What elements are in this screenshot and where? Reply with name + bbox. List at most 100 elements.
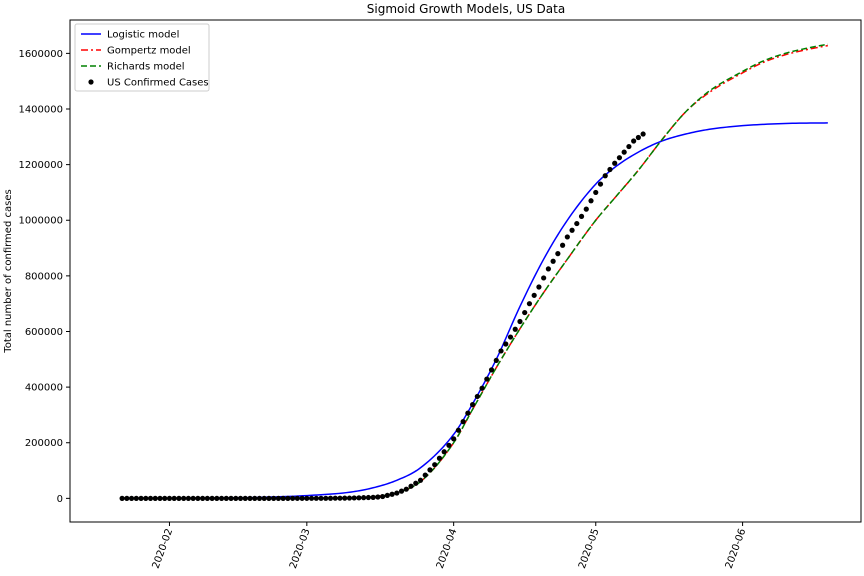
observed-point (427, 467, 433, 473)
observed-point (204, 495, 210, 501)
observed-point (503, 341, 509, 347)
observed-point (119, 495, 125, 501)
observed-point (560, 242, 566, 248)
legend-label: Gompertz model (107, 46, 191, 57)
observed-point (128, 495, 135, 501)
observed-point (484, 376, 490, 382)
observed-point (285, 495, 291, 501)
observed-point (479, 385, 485, 391)
x-tick-label: 2020-04 (435, 527, 460, 570)
observed-point (361, 495, 367, 501)
x-tick-label: 2020-06 (724, 527, 749, 570)
observed-point (176, 495, 182, 501)
observed-point (280, 495, 286, 501)
observed-point (422, 472, 428, 478)
observed-point (143, 495, 149, 501)
observed-point (593, 189, 599, 196)
legend-label: US Confirmed Cases (107, 78, 209, 89)
observed-point (124, 495, 130, 501)
x-tick-label: 2020-03 (288, 527, 313, 570)
observed-point (228, 495, 234, 501)
observed-point (247, 495, 253, 501)
observed-point (233, 495, 239, 501)
observed-point (342, 495, 348, 501)
observed-point (498, 348, 504, 354)
observed-point (640, 131, 646, 137)
observed-point (209, 495, 215, 501)
observed-point (185, 495, 192, 501)
observed-point (541, 275, 547, 281)
observed-point (147, 495, 154, 501)
observed-point (223, 495, 229, 501)
observed-point (171, 495, 177, 501)
observed-point (621, 149, 627, 155)
observed-point (626, 143, 632, 150)
observed-point (493, 357, 499, 364)
gompertz-model-line (122, 44, 828, 500)
observed-point (488, 367, 495, 373)
observed-point (597, 181, 604, 187)
observed-point (526, 301, 533, 307)
observed-point (512, 326, 518, 332)
observed-point (351, 495, 357, 501)
observed-point (394, 490, 400, 496)
observed-point (631, 138, 637, 144)
y-tick-label: 1600000 (18, 49, 63, 60)
legend-box (74, 23, 210, 92)
observed-point (271, 495, 277, 501)
observed-point (181, 495, 187, 501)
observed-point (308, 495, 315, 501)
observed-point (365, 494, 371, 501)
observed-point (550, 258, 556, 264)
observed-point (398, 488, 405, 494)
y-tick-label: 200000 (25, 438, 63, 449)
observed-point (218, 495, 225, 501)
y-axis-label: Total number of confirmed cases (3, 189, 14, 353)
observed-point (460, 419, 466, 425)
observed-point (313, 495, 319, 501)
legend-label: Richards model (107, 62, 185, 73)
observed-point (242, 495, 248, 501)
y-tick-label: 0 (57, 494, 63, 505)
chart-marks (119, 43, 828, 501)
observed-point (157, 495, 163, 501)
observed-point (290, 495, 296, 501)
observed-point (162, 495, 168, 501)
observed-point (332, 495, 338, 501)
observed-point (138, 495, 144, 501)
observed-point (446, 442, 452, 448)
observed-point (299, 495, 305, 501)
observed-point (432, 462, 438, 468)
observed-point (252, 495, 258, 501)
observed-point (522, 309, 528, 316)
observed-point (384, 492, 390, 499)
y-tick-label: 1200000 (18, 160, 63, 171)
observed-point (465, 410, 471, 416)
observed-point (564, 234, 570, 240)
plot-area (69, 19, 862, 523)
observed-point (536, 284, 542, 290)
logistic-model-line (122, 122, 828, 500)
observed-point (318, 495, 324, 501)
observed-point (375, 494, 381, 500)
y-tick-label: 600000 (25, 327, 63, 338)
observed-point (256, 495, 263, 501)
y-tick-label: 1400000 (18, 104, 63, 115)
observed-point (569, 227, 575, 233)
observed-point (356, 495, 362, 501)
observed-point (200, 495, 206, 501)
x-tick-label: 2020-02 (151, 527, 176, 570)
observed-point (327, 495, 334, 501)
legend: Logistic model Gompertz model Richards mod… (74, 23, 210, 92)
observed-point (370, 494, 376, 500)
observed-point (436, 455, 443, 461)
observed-point (455, 427, 461, 433)
observed-point (294, 495, 300, 501)
observed-point (413, 480, 419, 486)
observed-point (507, 334, 514, 340)
observed-point (588, 198, 594, 204)
observed-point (635, 134, 641, 141)
observed-point (266, 495, 272, 501)
legend-label: Logistic model (107, 30, 179, 41)
